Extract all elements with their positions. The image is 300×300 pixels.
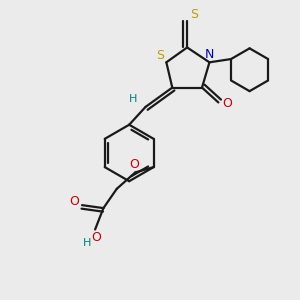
Text: O: O <box>222 98 232 110</box>
Text: O: O <box>92 231 101 244</box>
Text: S: S <box>156 49 164 62</box>
Text: O: O <box>69 195 79 208</box>
Text: N: N <box>205 48 214 62</box>
Text: S: S <box>190 8 198 21</box>
Text: O: O <box>129 158 139 171</box>
Text: H: H <box>82 238 91 248</box>
Text: H: H <box>129 94 137 103</box>
